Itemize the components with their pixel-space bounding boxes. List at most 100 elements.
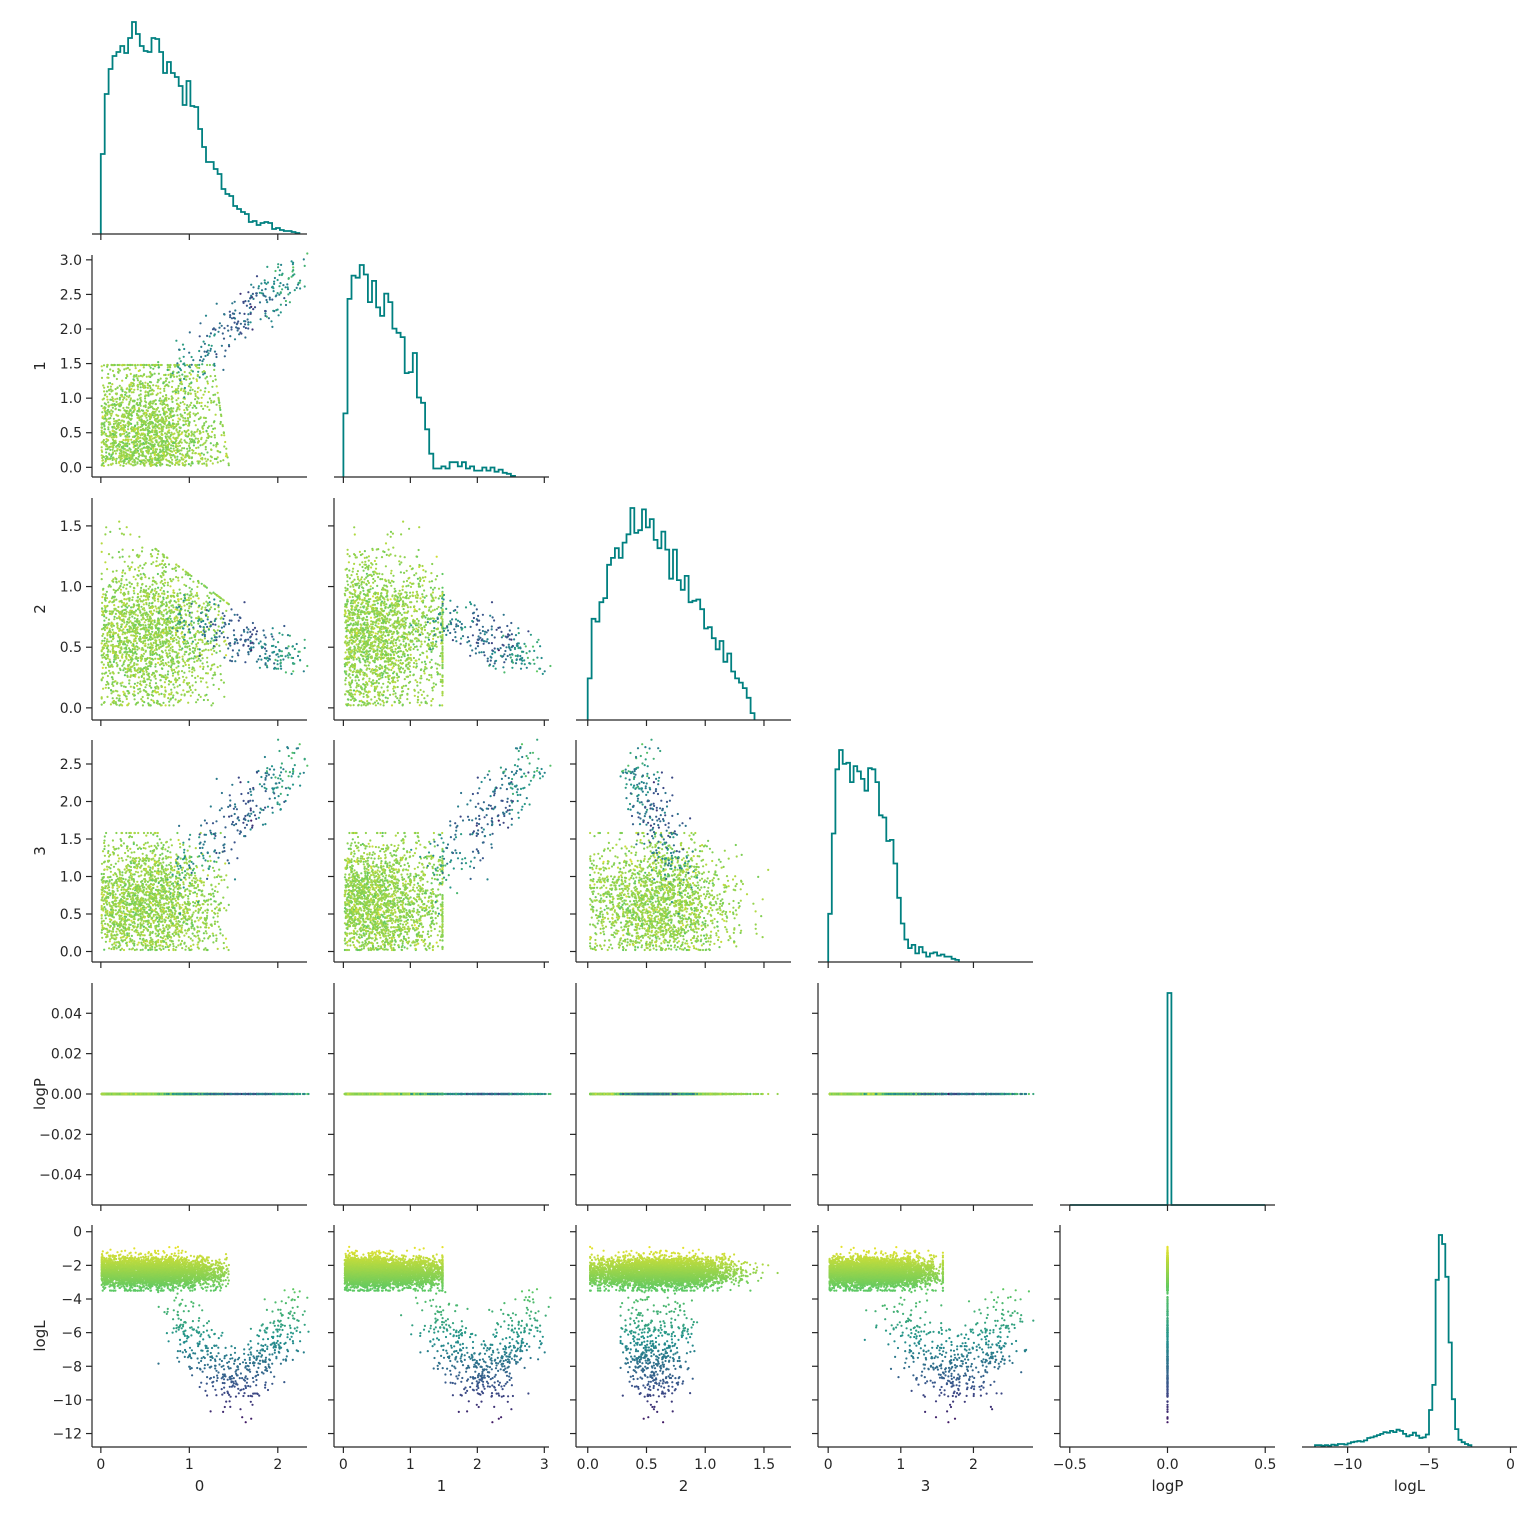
scatter-point — [194, 398, 196, 400]
scatter-point — [104, 415, 106, 417]
scatter-point — [126, 406, 128, 408]
scatter-point — [155, 385, 157, 387]
scatter-point — [178, 417, 180, 419]
scatter-point — [168, 408, 170, 410]
scatter-point — [116, 364, 118, 366]
scatter-point — [147, 387, 149, 389]
scatter-point — [170, 444, 172, 446]
scatter-point — [139, 454, 141, 456]
scatter-point — [105, 458, 107, 460]
scatter-point — [194, 390, 196, 392]
scatter-point — [173, 376, 175, 378]
scatter-point — [119, 433, 121, 435]
scatter-point — [134, 365, 136, 367]
scatter-point — [165, 404, 167, 406]
scatter-point — [155, 420, 157, 422]
scatter-point — [162, 382, 164, 384]
scatter-point — [109, 423, 111, 425]
scatter-point — [149, 435, 151, 437]
scatter-point — [196, 364, 198, 366]
scatter-point — [130, 388, 132, 390]
scatter-point — [165, 450, 167, 452]
scatter-point — [190, 402, 192, 404]
scatter-point — [185, 420, 187, 422]
scatter-point — [190, 440, 192, 442]
scatter-point — [189, 372, 191, 374]
scatter-point — [107, 386, 109, 388]
scatter-point — [223, 431, 225, 433]
scatter-point — [101, 430, 103, 432]
scatter-point — [165, 399, 167, 401]
scatter-point — [194, 414, 196, 416]
scatter-point — [150, 417, 152, 419]
scatter-point — [173, 450, 175, 452]
scatter-point — [104, 393, 106, 395]
scatter-point — [111, 396, 113, 398]
scatter-point — [148, 375, 150, 377]
scatter-point — [171, 454, 173, 456]
scatter-point — [132, 391, 134, 393]
scatter-point — [201, 437, 203, 439]
scatter-point — [146, 376, 148, 378]
scatter-point — [204, 387, 206, 389]
scatter-point — [202, 394, 204, 396]
scatter-point — [170, 375, 172, 377]
scatter-point — [190, 393, 192, 395]
scatter-point — [163, 453, 165, 455]
scatter-point — [137, 429, 139, 431]
scatter-point — [210, 436, 212, 438]
scatter-point — [138, 441, 140, 443]
histogram-0 — [101, 22, 300, 234]
scatter-point — [228, 462, 230, 464]
scatter-point — [126, 375, 128, 377]
scatter-point — [124, 444, 126, 446]
scatter-point — [214, 434, 216, 436]
scatter-point — [165, 447, 167, 449]
scatter-point — [150, 448, 152, 450]
scatter-point — [213, 369, 215, 371]
scatter-point — [176, 428, 178, 430]
scatter-point — [179, 453, 181, 455]
scatter-point — [190, 386, 192, 388]
scatter-point — [184, 412, 186, 414]
scatter-point — [202, 408, 204, 410]
scatter-point — [149, 387, 151, 389]
scatter-point — [200, 389, 202, 391]
scatter-point — [200, 416, 202, 418]
scatter-point — [120, 453, 122, 455]
scatter-point — [198, 387, 200, 389]
scatter-point — [123, 429, 125, 431]
scatter-point — [207, 458, 209, 460]
scatter-point — [162, 407, 164, 409]
scatter-point — [140, 405, 142, 407]
scatter-point — [193, 431, 195, 433]
scatter-point — [123, 425, 125, 427]
scatter-point — [206, 406, 208, 408]
scatter-point — [222, 459, 224, 461]
scatter-point — [189, 389, 191, 391]
scatter-point — [159, 397, 161, 399]
scatter-point — [172, 425, 174, 427]
scatter-point — [195, 424, 197, 426]
scatter-point — [202, 431, 204, 433]
scatter-point — [208, 425, 210, 427]
scatter-point — [115, 431, 117, 433]
scatter-point — [178, 434, 180, 436]
scatter-point — [172, 433, 174, 435]
scatter-point — [108, 405, 110, 407]
scatter-point — [172, 442, 174, 444]
scatter-point — [164, 406, 166, 408]
scatter-point — [196, 430, 198, 432]
scatter-point — [197, 438, 199, 440]
scatter-point — [173, 427, 175, 429]
scatter-point — [192, 407, 194, 409]
scatter-point — [152, 400, 154, 402]
scatter-point — [107, 458, 109, 460]
scatter-point — [169, 454, 171, 456]
scatter-point — [127, 449, 129, 451]
scatter-point — [117, 448, 119, 450]
scatter-point — [136, 462, 138, 464]
scatter-point — [115, 442, 117, 444]
scatter-point — [133, 376, 135, 378]
scatter-point — [152, 414, 154, 416]
